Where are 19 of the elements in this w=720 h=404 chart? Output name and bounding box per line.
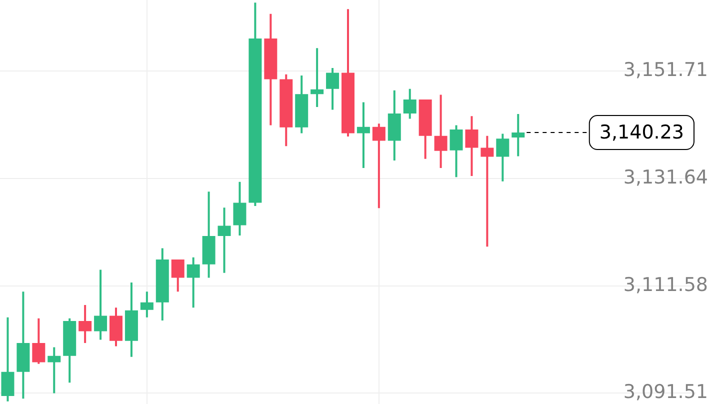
candlestick xyxy=(496,134,510,182)
candlestick xyxy=(48,347,61,394)
candlestick xyxy=(512,114,525,156)
candlestick xyxy=(356,102,370,168)
y-tick-label: 3,091.51 xyxy=(623,381,708,404)
candlestick xyxy=(1,317,14,402)
candlestick xyxy=(310,48,324,108)
ref-line-label: 3,140.23 xyxy=(599,121,684,144)
candlestick xyxy=(94,270,108,340)
y-tick-label: 3,131.64 xyxy=(623,166,708,188)
candlestick xyxy=(480,136,494,247)
y-tick-label: 3,111.58 xyxy=(623,274,708,296)
candlestick xyxy=(218,208,231,273)
y-tick-label: 3,151.71 xyxy=(623,59,708,82)
candlestick xyxy=(434,94,448,168)
candlestick xyxy=(140,292,154,318)
candlestick xyxy=(372,124,386,208)
candlestick xyxy=(202,192,216,278)
candlestick xyxy=(16,292,30,399)
